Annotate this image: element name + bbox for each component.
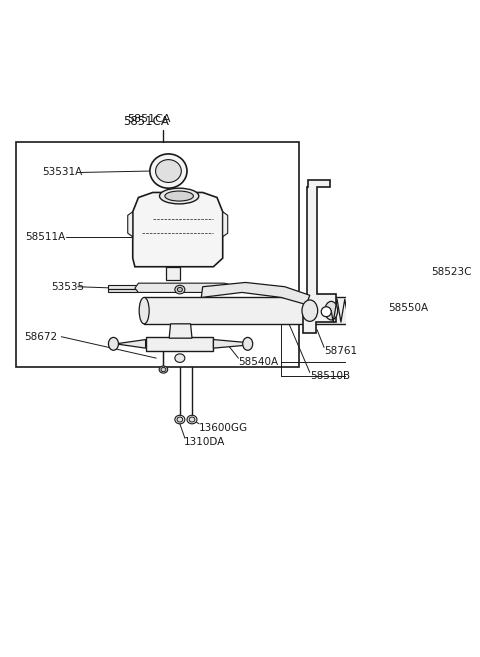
Text: 58672: 58672 [24, 332, 57, 342]
Ellipse shape [325, 302, 337, 320]
Ellipse shape [425, 304, 432, 318]
Ellipse shape [178, 288, 182, 292]
Text: 5851CA: 5851CA [123, 115, 168, 128]
Text: 53531A: 53531A [42, 168, 82, 177]
Ellipse shape [302, 300, 318, 321]
Text: 58523C: 58523C [431, 267, 472, 277]
Polygon shape [303, 179, 336, 333]
Ellipse shape [139, 298, 149, 324]
Ellipse shape [159, 188, 199, 204]
Ellipse shape [175, 415, 185, 424]
Polygon shape [128, 212, 133, 237]
Ellipse shape [321, 307, 331, 317]
Ellipse shape [161, 367, 166, 372]
Ellipse shape [243, 338, 252, 350]
Ellipse shape [175, 354, 185, 363]
Ellipse shape [108, 338, 119, 350]
Ellipse shape [165, 191, 193, 201]
Bar [144, 298, 424, 324]
Text: 53535: 53535 [51, 282, 84, 292]
Text: 58510B: 58510B [310, 371, 350, 381]
Text: 5851CA: 5851CA [127, 114, 171, 124]
Polygon shape [108, 285, 137, 289]
Text: 58511A: 58511A [25, 232, 66, 242]
Polygon shape [169, 324, 192, 338]
Ellipse shape [189, 417, 195, 422]
Ellipse shape [159, 366, 168, 373]
Polygon shape [201, 283, 310, 305]
Polygon shape [223, 212, 228, 237]
Polygon shape [116, 340, 145, 348]
Bar [166, 267, 180, 280]
Ellipse shape [177, 417, 183, 422]
Polygon shape [133, 193, 223, 267]
Text: 1310DA: 1310DA [183, 437, 225, 447]
Polygon shape [108, 289, 137, 292]
Text: 58540A: 58540A [239, 357, 278, 367]
Ellipse shape [422, 301, 434, 321]
Text: 58550A: 58550A [388, 303, 429, 313]
Ellipse shape [156, 160, 181, 183]
Ellipse shape [187, 415, 197, 424]
Ellipse shape [451, 303, 460, 319]
Text: 13600GG: 13600GG [199, 423, 248, 433]
Ellipse shape [175, 285, 185, 294]
Polygon shape [145, 336, 214, 351]
Polygon shape [214, 340, 246, 348]
Ellipse shape [150, 154, 187, 188]
Text: 58761: 58761 [324, 346, 357, 356]
Polygon shape [135, 283, 239, 292]
Bar [16, 143, 299, 367]
